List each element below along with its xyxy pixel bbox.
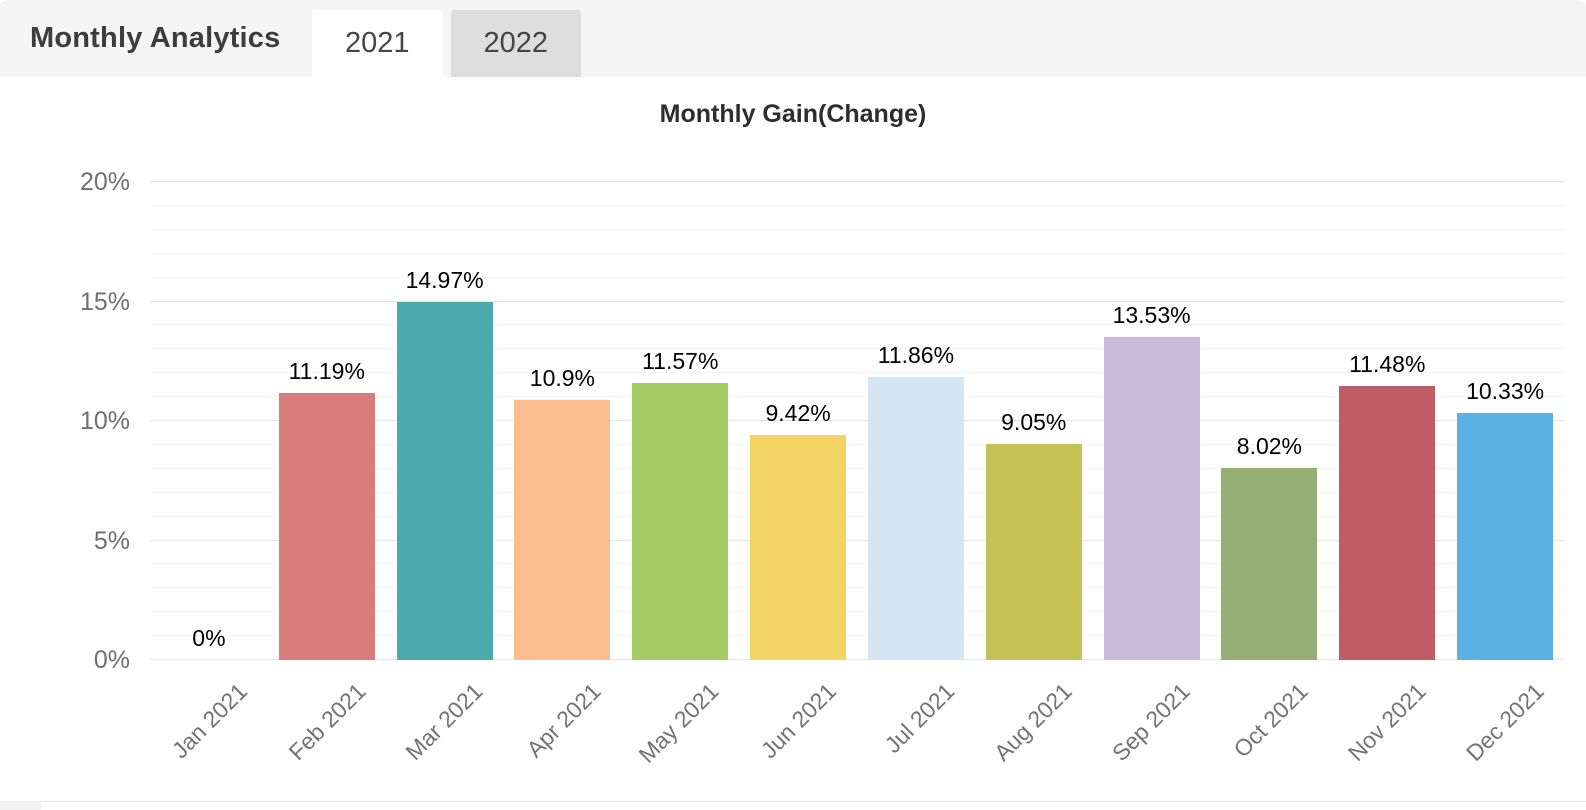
x-axis-label: Jun 2021 [756,678,842,764]
x-axis-label: Sep 2021 [1106,678,1195,767]
bar-value-label: 10.33% [1466,378,1545,405]
gridline-minor [150,276,1564,278]
gridline-major [150,539,1564,541]
x-axis-label: May 2021 [633,678,724,768]
bar-dec-2021[interactable] [1457,413,1554,660]
x-axis-label: Nov 2021 [1342,678,1431,767]
bar-nov-2021[interactable] [1339,385,1436,660]
bar-value-label: 11.86% [877,341,955,368]
gridline-minor [150,443,1564,445]
y-tick-label: 20% [79,168,130,196]
y-axis: 0% 5% 10% 15% 20% [40,169,140,673]
gridline-minor [150,324,1564,326]
bar-value-label: 14.97% [405,267,484,294]
gridline-minor [150,228,1564,230]
gridline-minor [150,491,1564,493]
bar-value-label: 0% [192,625,226,651]
gridline-major [150,420,1564,421]
gridline-minor [150,348,1564,350]
gridline-minor [150,635,1564,637]
gridline-minor [150,204,1564,206]
tab-2022[interactable]: 2022 [450,10,582,77]
bottom-divider [41,801,1586,802]
bar-chart-plot-area: 0% 11.19% 14.97% 10.9% 11.57% 9.42% 11.86% 9.05… [150,181,1564,660]
gridline-minor [150,587,1564,589]
page-title: Monthly Analytics [30,22,281,54]
tab-2021[interactable]: 2021 [312,10,443,77]
gridline-minor [150,372,1564,374]
gridline-major [150,300,1564,302]
x-axis-label: Jan 2021 [167,678,253,764]
y-tick-label: 10% [79,407,130,435]
bar-value-label: 9.42% [765,399,831,426]
x-axis-label: Apr 2021 [521,678,606,763]
bar-feb-2021[interactable] [278,392,375,660]
bar-value-label: 9.05% [1001,408,1067,435]
x-axis-label: Mar 2021 [400,678,488,766]
gridline-minor [150,252,1564,254]
bar-value-label: 11.48% [1349,350,1426,377]
next-section-corner [0,801,41,810]
gridline-minor [150,396,1564,398]
x-axis: Jan 2021 Feb 2021 Mar 2021 Apr 2021 May 2021… [150,664,1564,784]
bar-jun-2021[interactable] [750,434,847,660]
bar-value-label: 10.9% [529,364,596,391]
chart-title: Monthly Gain(Change) [659,100,927,128]
bar-value-label: 13.53% [1112,301,1191,328]
x-axis-label: Dec 2021 [1460,678,1549,767]
bar-sep-2021[interactable] [1103,336,1200,660]
header: Monthly Analytics 2021 2022 [0,0,1586,77]
bar-value-label: 11.19% [288,357,365,384]
bar-value-label: 8.02% [1236,433,1303,460]
tab-list: 2021 2022 [312,10,582,77]
x-axis-label: Oct 2021 [1228,678,1313,763]
gridline-minor [150,515,1564,517]
bar-mar-2021[interactable] [396,302,493,660]
gridline-minor [150,563,1564,565]
y-tick-label: 0% [93,646,130,674]
bar-value-label: 11.57% [642,348,719,375]
bar-aug-2021[interactable] [985,443,1082,660]
gridline-minor [150,611,1564,613]
x-axis-label: Feb 2021 [283,678,371,766]
bar-apr-2021[interactable] [514,399,611,660]
gridline-major [150,181,1564,182]
bar-may-2021[interactable] [632,383,729,660]
gridline-minor [150,467,1564,469]
x-axis-label: Aug 2021 [989,678,1078,767]
x-axis-label: Jul 2021 [879,678,960,758]
y-tick-label: 5% [93,526,130,555]
bar-oct-2021[interactable] [1221,468,1318,660]
y-tick-label: 15% [79,287,130,316]
gridline-major [150,659,1564,660]
bar-jul-2021[interactable] [867,376,964,660]
